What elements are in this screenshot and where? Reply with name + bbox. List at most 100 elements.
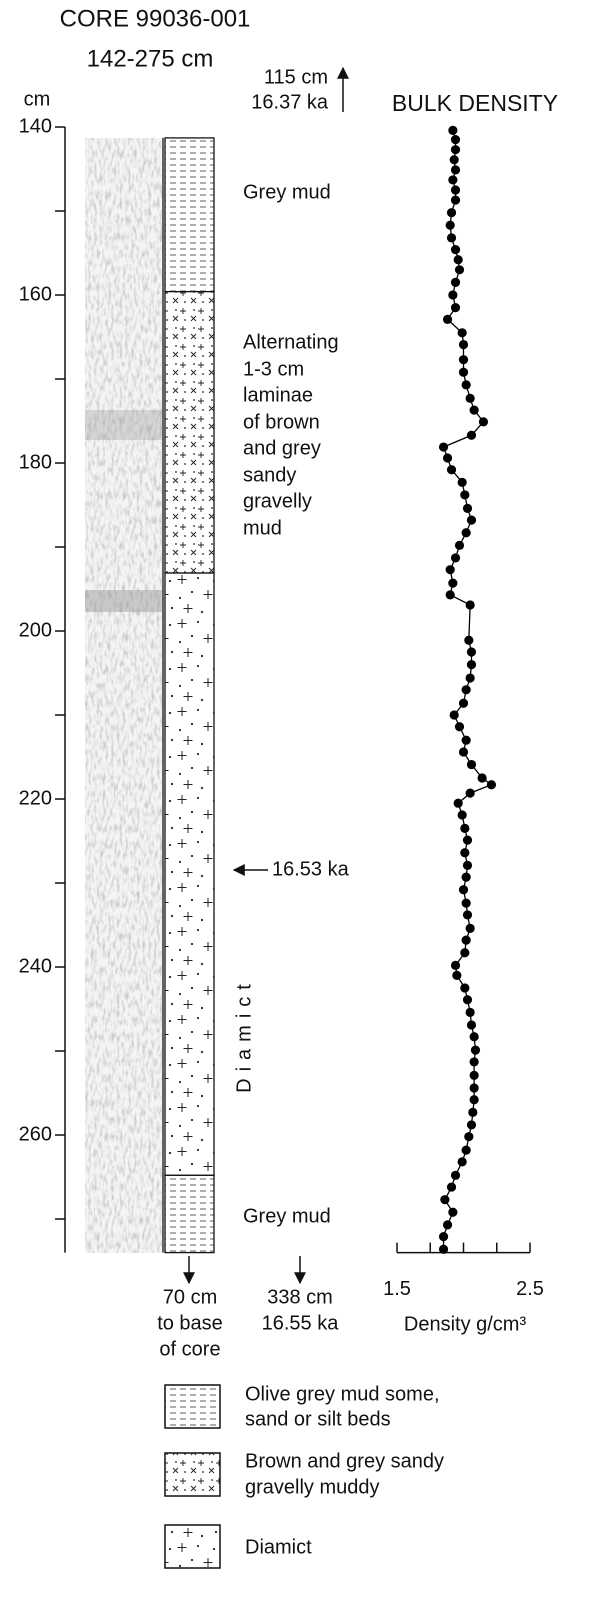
density-point [458,698,469,708]
density-point [445,220,455,230]
legend-swatch-pattern [164,1384,221,1429]
unit-label: mud [243,517,282,539]
density-point [466,515,477,525]
density-point [446,1182,457,1192]
y-tick-label: 260 [19,1123,52,1145]
density-point [469,1083,479,1093]
density-point [445,565,455,575]
density-point [450,195,461,205]
top-depth: 115 cm [264,66,328,88]
density-point [450,553,461,563]
density-point [448,175,458,185]
density-point [453,798,463,808]
density-point [470,1045,481,1055]
density-point [448,125,458,135]
density-point [458,339,469,350]
core-photo [85,138,162,1253]
density-point [466,660,477,670]
density-point [461,380,471,390]
unit-label: and grey [243,437,321,459]
density-point [465,923,475,933]
density-point [460,490,470,500]
density-point [450,277,461,287]
density-point [462,910,473,920]
density-point [461,685,471,695]
unit-label: gravelly [243,490,312,512]
density-point [448,1207,458,1217]
y-tick-label: 160 [19,283,52,305]
density-point [454,540,465,550]
density-point [465,673,475,683]
unit-label: sandy [243,464,296,486]
note: 338 cm [267,1286,333,1308]
unit-label: Grey mud [243,181,331,203]
density-point [460,848,470,858]
x-tick-label: 2.5 [516,1278,544,1300]
legend-text: gravelly muddy [245,1476,380,1498]
density-point [458,747,469,757]
age-marker-label: 16.53 ka [272,858,350,880]
density-point [450,1170,461,1180]
density-point [438,1232,449,1242]
lithology-pattern [164,572,215,1176]
density-point [466,1020,477,1030]
legend-text: sand or silt beds [245,1408,391,1430]
density-point [450,145,461,155]
density-point [449,710,459,720]
density-point [469,405,479,415]
unit-label: of brown [243,411,320,433]
density-point [465,1007,475,1017]
density-point [461,735,471,745]
lithology-pattern [164,137,215,293]
density-point [465,788,475,798]
unit-label: Diamict [233,977,255,1093]
top-age: 16.37 ka [251,91,329,113]
density-point [450,165,461,175]
density-point [457,810,467,820]
density-point [461,528,471,538]
x-axis-label: Density g/cm³ [404,1313,527,1335]
density-point [461,935,471,945]
chart-title: BULK DENSITY [392,90,558,116]
density-point [486,780,497,790]
density-point [478,417,489,427]
density-point [450,960,461,970]
density-point [442,453,453,463]
note: 16.55 ka [262,1312,340,1334]
density-point [465,600,475,610]
density-point [454,265,465,275]
density-point [469,1070,479,1080]
density-point [457,477,467,487]
density-point [460,948,470,958]
density-point [458,885,469,895]
density-point [477,773,487,783]
density-point [466,1120,477,1130]
density-point [461,872,471,882]
density-point [446,233,457,243]
density-point [462,860,473,870]
density-point [448,290,458,300]
density-point [454,722,465,732]
unit-label: 1-3 cm [243,358,304,380]
core-photo-band [85,410,162,440]
y-tick-label: 220 [19,787,52,809]
density-point [464,1132,474,1142]
legend-text: Olive grey mud some, [245,1383,440,1405]
density-point [440,1195,450,1205]
unit-label: laminae [243,384,313,406]
density-point [453,255,463,265]
density-point [466,759,477,770]
density-point [469,1095,479,1105]
density-point [450,185,461,195]
y-tick-label: 140 [19,115,52,137]
lithology-pattern [164,290,215,574]
density-point [466,647,477,657]
density-point [461,898,471,908]
legend-text: Brown and grey sandy [245,1450,444,1472]
density-point [450,303,461,313]
density-point [442,314,453,324]
note: to base [157,1312,223,1334]
unit-label: Grey mud [243,1205,331,1227]
density-point [469,1057,479,1067]
density-point [466,430,477,440]
